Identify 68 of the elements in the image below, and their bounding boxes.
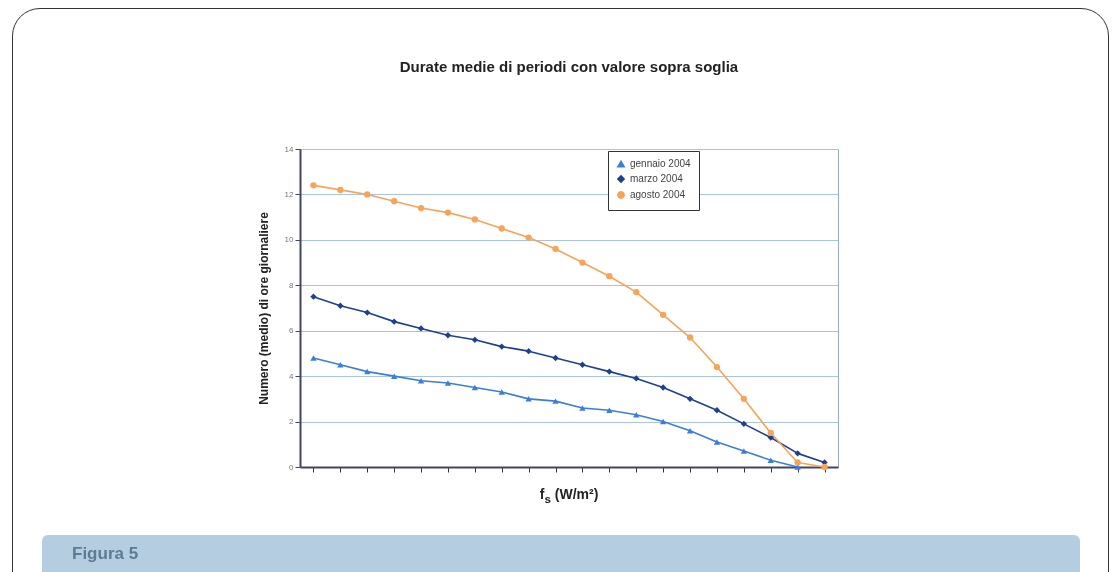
point bbox=[659, 384, 667, 391]
legend-label: agosto 2004 bbox=[630, 189, 686, 200]
point bbox=[579, 361, 586, 368]
point bbox=[498, 389, 505, 395]
point bbox=[767, 457, 774, 463]
y-tick-label: 12 bbox=[284, 189, 295, 199]
point bbox=[713, 407, 721, 414]
x-axis-title: f$_{s}$ (W/m²) bbox=[538, 486, 600, 505]
y-tick-label: 8 bbox=[289, 280, 295, 290]
point bbox=[310, 182, 317, 189]
point bbox=[471, 336, 479, 343]
point bbox=[659, 311, 667, 318]
point bbox=[740, 395, 748, 403]
point bbox=[471, 216, 479, 223]
legend-label: marzo 2004 bbox=[630, 173, 684, 184]
point bbox=[390, 373, 398, 379]
point bbox=[390, 318, 398, 325]
point bbox=[444, 332, 452, 339]
point bbox=[498, 225, 505, 232]
point bbox=[417, 204, 425, 212]
y-axis-title: Numero (medio) di ore giornaliere bbox=[256, 211, 271, 405]
point bbox=[579, 405, 586, 411]
y-tick-label: 2 bbox=[289, 417, 295, 427]
point bbox=[310, 355, 317, 361]
point bbox=[310, 293, 317, 300]
point bbox=[794, 459, 801, 466]
point bbox=[337, 302, 344, 309]
y-tick-label: 0 bbox=[289, 462, 295, 472]
point bbox=[606, 407, 613, 413]
point bbox=[821, 463, 828, 471]
point bbox=[364, 309, 371, 316]
y-tick-label: 6 bbox=[289, 326, 295, 336]
point bbox=[444, 380, 452, 386]
point bbox=[767, 429, 774, 437]
text: Figura 5 bbox=[42, 535, 1080, 572]
point bbox=[471, 384, 479, 391]
point bbox=[740, 448, 748, 454]
point bbox=[713, 363, 721, 371]
point bbox=[740, 420, 748, 427]
point bbox=[417, 325, 425, 332]
y-tick-label: 14 bbox=[284, 144, 295, 154]
point bbox=[579, 259, 586, 266]
point bbox=[633, 288, 640, 296]
chart-title: Durate medie di periodi con valore sopra soglia bbox=[399, 58, 739, 75]
y-tick-label: 4 bbox=[289, 371, 295, 381]
point bbox=[444, 209, 452, 216]
point bbox=[498, 343, 505, 350]
point bbox=[794, 464, 801, 470]
legend-label: gennaio 2004 bbox=[630, 158, 692, 169]
point bbox=[552, 245, 559, 253]
point bbox=[606, 368, 613, 375]
point bbox=[606, 273, 613, 280]
point bbox=[525, 234, 532, 241]
point bbox=[525, 348, 532, 355]
point bbox=[713, 439, 721, 445]
point bbox=[686, 395, 694, 403]
point bbox=[794, 450, 801, 457]
point bbox=[633, 375, 640, 382]
point bbox=[364, 191, 371, 198]
point bbox=[659, 418, 667, 425]
y-tick-label: 10 bbox=[284, 235, 295, 245]
point bbox=[337, 362, 344, 368]
point bbox=[525, 396, 532, 402]
point bbox=[552, 398, 559, 404]
point bbox=[390, 198, 398, 205]
point bbox=[686, 334, 694, 341]
point bbox=[552, 354, 559, 362]
point bbox=[337, 186, 344, 194]
